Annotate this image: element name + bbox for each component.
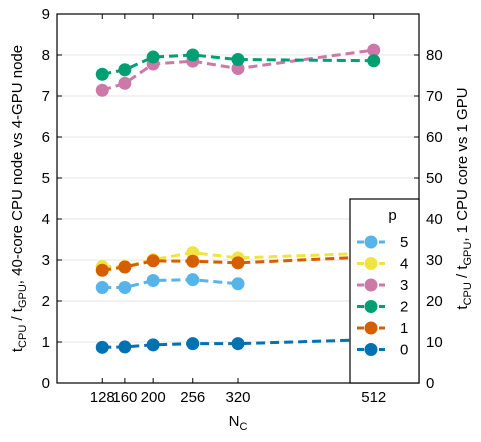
legend-label: 1 [400,320,408,337]
legend-entry: 3 [357,277,408,294]
legend-marker [364,235,378,249]
y-tick-label: 4 [42,211,50,228]
legend-entry: 0 [357,342,408,359]
y2-tick-label: 40 [426,211,443,228]
data-point [367,54,381,68]
y-axis-label-left: tCPU / tGPU, 40-core CPU node vs 4-GPU n… [9,45,29,352]
legend-marker [364,343,378,356]
legend-label: 5 [400,234,408,251]
legend-entry: 5 [357,234,408,251]
legend-marker [364,278,378,292]
series-3 [95,43,381,97]
data-point [118,76,132,90]
x-tick-label: 256 [180,389,205,406]
data-point [95,340,109,354]
x-tick-label: 512 [361,389,386,406]
y2-tick-label: 80 [426,47,443,64]
legend-marker [364,300,378,313]
legend-entry: 4 [357,256,408,273]
y2-tick-label: 0 [426,375,434,392]
data-point [146,274,160,287]
data-point [118,260,132,274]
legend-title: p [388,207,396,224]
x-tick-label: 128 [90,389,115,406]
data-point [186,273,200,287]
y2-tick-label: 20 [426,293,443,310]
y-tick-label: 1 [42,334,50,351]
series-0 [95,333,381,354]
data-point [118,63,132,77]
legend-marker [364,321,378,335]
series-layer [95,43,381,354]
y-tick-label: 6 [42,129,50,146]
data-point [146,254,160,268]
y2-tick-label: 70 [426,88,443,105]
y2-tick-label: 50 [426,170,443,187]
y-tick-label: 8 [42,47,50,64]
data-point [95,263,109,277]
y2-tick-label: 60 [426,129,443,146]
data-point [186,254,200,268]
y-tick-label: 0 [42,375,50,392]
x-tick-label: 320 [225,389,250,406]
data-point [186,337,200,351]
series-line [102,278,239,289]
legend-entry: 2 [357,299,408,316]
legend-label: 3 [400,277,408,294]
data-point [95,280,109,294]
series-5 [95,273,245,294]
y2-tick-label: 10 [426,334,443,351]
legend: p5 4 3 2 1 0 [349,198,420,384]
y-axis-label-right: tCPU / tGPU, 1 CPU core vs 1 GPU [454,87,474,309]
data-point [95,83,109,97]
y-tick-label: 7 [42,88,50,105]
legend-label: 4 [400,256,408,273]
legend-entry: 1 [357,320,408,337]
y2-tick-label: 30 [426,252,443,269]
data-point [118,280,132,294]
y-tick-label: 9 [42,6,50,23]
data-point [231,256,245,270]
legend-label: 2 [400,299,408,316]
data-point [231,337,245,351]
data-point [95,67,109,81]
y-tick-label: 3 [42,252,50,269]
data-point [367,43,381,57]
x-tick-label: 160 [112,389,137,406]
data-point [231,53,245,67]
data-point [231,62,245,76]
data-point [231,277,245,291]
x-axis-label: NC [229,413,248,433]
x-tick-label: 200 [141,389,166,406]
data-point [186,48,200,62]
series-2 [95,48,381,81]
data-point [118,340,132,354]
legend-marker [364,257,378,270]
data-point [146,50,160,64]
legend-box [349,198,420,384]
y-tick-label: 2 [42,293,50,310]
y-tick-label: 5 [42,170,50,187]
data-point [146,338,160,352]
legend-label: 0 [400,342,408,359]
